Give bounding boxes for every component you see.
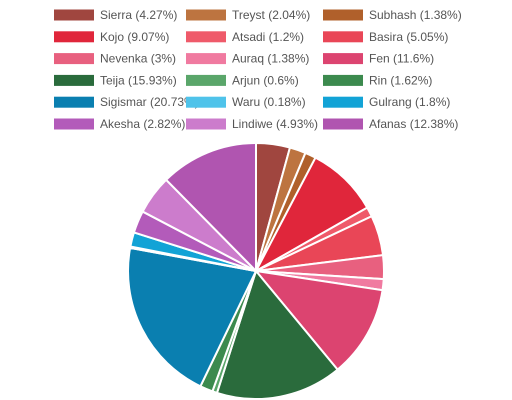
legend-label: Akesha (2.82%) [100, 117, 185, 131]
legend-label: Lindiwe (4.93%) [232, 117, 318, 131]
pie-slice[interactable] [127, 246, 257, 388]
legend-swatch [186, 96, 226, 108]
legend-item[interactable]: Waru (0.18%) [186, 95, 306, 109]
legend-label: Subhash (1.38%) [369, 8, 462, 22]
legend-swatch [186, 31, 226, 43]
legend-item[interactable]: Rin (1.62%) [323, 73, 432, 87]
legend-item[interactable]: Lindiwe (4.93%) [186, 117, 318, 131]
legend-label: Sierra (4.27%) [100, 8, 177, 22]
legend-label: Arjun (0.6%) [232, 73, 299, 87]
legend-swatch [323, 96, 363, 108]
legend-label: Afanas (12.38%) [369, 117, 458, 131]
pie [127, 142, 385, 400]
legend-item[interactable]: Subhash (1.38%) [323, 8, 462, 22]
legend-item[interactable]: Fen (11.6%) [323, 52, 434, 66]
legend-swatch [186, 74, 226, 86]
legend-item[interactable]: Sigismar (20.73%) [54, 95, 199, 109]
legend-swatch [54, 53, 94, 65]
pie-slice[interactable] [255, 270, 384, 371]
legend-swatch [323, 53, 363, 65]
pie-slice[interactable] [165, 142, 257, 272]
legend-label: Treyst (2.04%) [232, 8, 310, 22]
legend-label: Waru (0.18%) [232, 95, 306, 109]
legend-item[interactable]: Nevenka (3%) [54, 52, 176, 66]
legend-label: Auraq (1.38%) [232, 52, 309, 66]
legend-item[interactable]: Gulrang (1.8%) [323, 95, 450, 109]
legend-swatch [186, 9, 226, 21]
legend-item[interactable]: Kojo (9.07%) [54, 30, 169, 44]
legend-item[interactable]: Sierra (4.27%) [54, 8, 177, 22]
legend-label: Atsadi (1.2%) [232, 30, 304, 44]
legend-swatch [54, 9, 94, 21]
legend-item[interactable]: Auraq (1.38%) [186, 52, 309, 66]
legend-swatch [54, 74, 94, 86]
pie-slice[interactable] [215, 270, 339, 400]
legend: Sierra (4.27%) Treyst (2.04%) Subhash (1.3… [54, 8, 462, 131]
legend-swatch [186, 53, 226, 65]
legend-label: Nevenka (3%) [100, 52, 176, 66]
legend-label: Kojo (9.07%) [100, 30, 169, 44]
legend-swatch [54, 31, 94, 43]
legend-swatch [323, 74, 363, 86]
legend-swatch [54, 96, 94, 108]
legend-swatch [323, 31, 363, 43]
legend-item[interactable]: Akesha (2.82%) [54, 117, 185, 131]
legend-item[interactable]: Teija (15.93%) [54, 73, 177, 87]
legend-label: Teija (15.93%) [100, 73, 177, 87]
legend-label: Rin (1.62%) [369, 73, 432, 87]
legend-swatch [54, 118, 94, 130]
legend-label: Sigismar (20.73%) [100, 95, 199, 109]
legend-label: Gulrang (1.8%) [369, 95, 450, 109]
legend-label: Basira (5.05%) [369, 30, 448, 44]
legend-item[interactable]: Basira (5.05%) [323, 30, 448, 44]
legend-item[interactable]: Treyst (2.04%) [186, 8, 310, 22]
legend-swatch [323, 9, 363, 21]
legend-item[interactable]: Atsadi (1.2%) [186, 30, 304, 44]
legend-item[interactable]: Arjun (0.6%) [186, 73, 299, 87]
legend-swatch [186, 118, 226, 130]
legend-item[interactable]: Afanas (12.38%) [323, 117, 458, 131]
legend-swatch [323, 118, 363, 130]
legend-label: Fen (11.6%) [369, 52, 434, 66]
